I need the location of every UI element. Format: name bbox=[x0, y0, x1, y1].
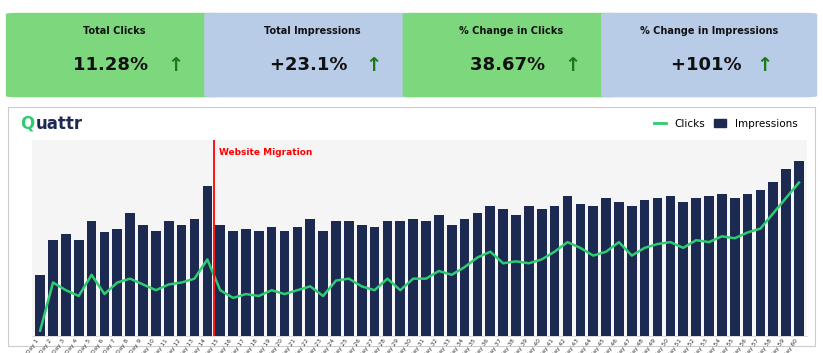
FancyBboxPatch shape bbox=[402, 13, 619, 97]
Text: Total Clicks: Total Clicks bbox=[82, 26, 145, 36]
Text: ↑: ↑ bbox=[756, 56, 772, 75]
Text: +101%: +101% bbox=[671, 56, 747, 74]
Text: ↑: ↑ bbox=[167, 56, 184, 75]
Text: uattr: uattr bbox=[35, 115, 83, 133]
Text: +23.1%: +23.1% bbox=[271, 56, 354, 74]
Text: 11.28%: 11.28% bbox=[73, 56, 155, 74]
Text: % Change in Clicks: % Change in Clicks bbox=[458, 26, 563, 36]
FancyBboxPatch shape bbox=[204, 13, 421, 97]
Text: Total Impressions: Total Impressions bbox=[264, 26, 360, 36]
Legend: Clicks, Impressions: Clicks, Impressions bbox=[649, 114, 802, 133]
Text: 38.67%: 38.67% bbox=[470, 56, 551, 74]
FancyBboxPatch shape bbox=[6, 13, 222, 97]
Text: ↑: ↑ bbox=[365, 56, 382, 75]
FancyBboxPatch shape bbox=[601, 13, 817, 97]
Text: % Change in Impressions: % Change in Impressions bbox=[640, 26, 779, 36]
Text: ↑: ↑ bbox=[564, 56, 580, 75]
Text: Q: Q bbox=[21, 115, 35, 133]
